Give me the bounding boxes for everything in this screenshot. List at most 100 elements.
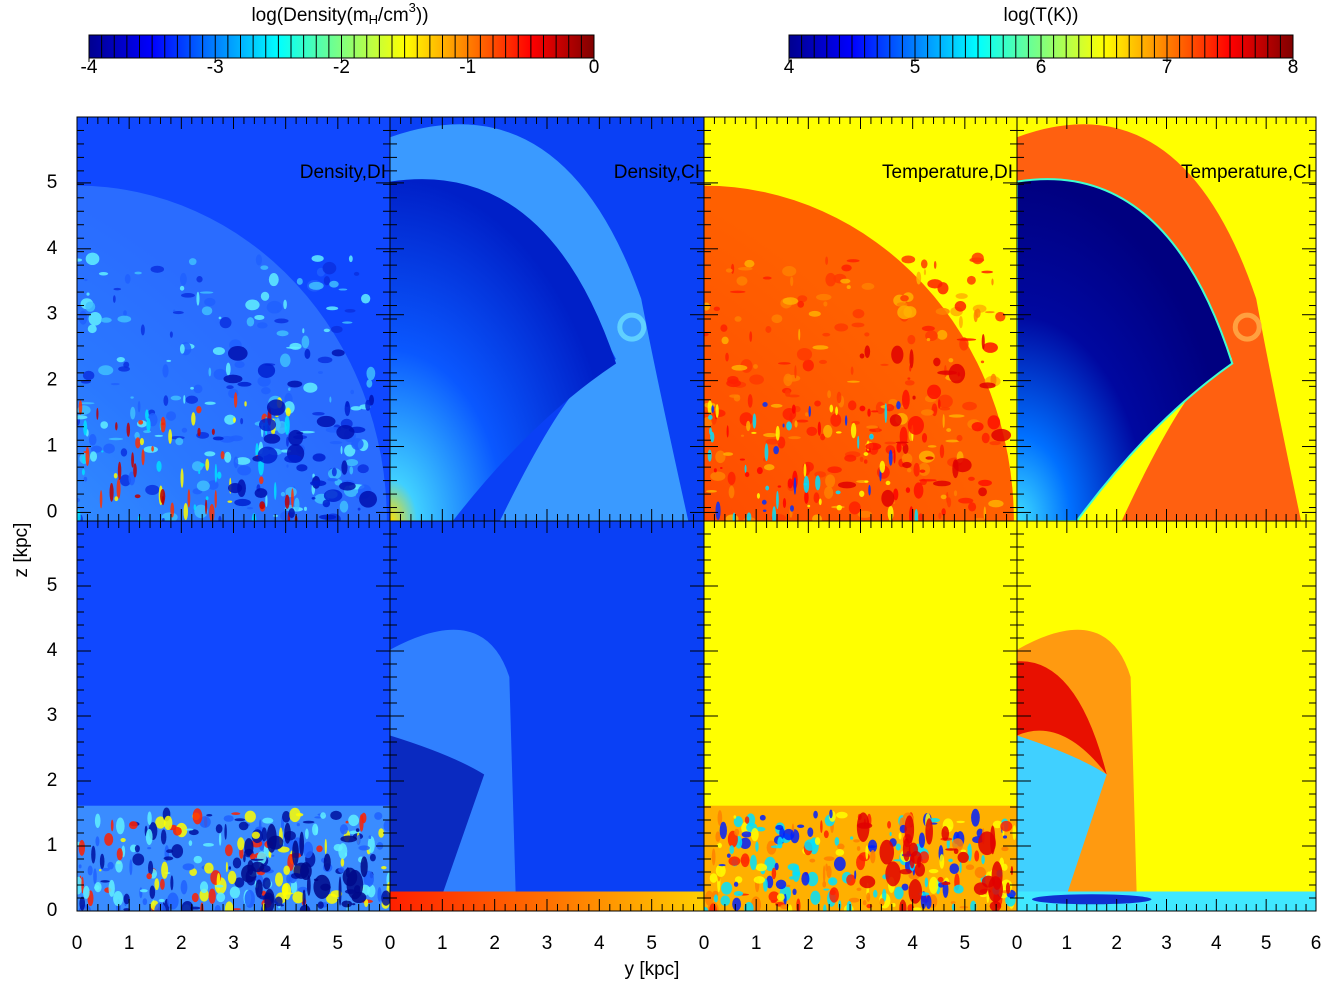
- structure: [285, 407, 291, 417]
- structure: [351, 903, 356, 906]
- structure: [305, 828, 309, 840]
- structure: [291, 488, 294, 508]
- structure: [197, 427, 201, 437]
- structure: [893, 488, 899, 501]
- structure: [817, 421, 822, 436]
- structure: [170, 395, 182, 401]
- structure: [710, 471, 726, 481]
- structure: [266, 399, 286, 416]
- structure: [727, 471, 736, 485]
- structure: [895, 441, 909, 444]
- structure: [728, 485, 735, 499]
- structure: [851, 322, 865, 328]
- structure: [792, 888, 797, 896]
- structure: [991, 428, 1012, 442]
- x-tick-label: 1: [1062, 933, 1073, 954]
- structure: [807, 827, 814, 838]
- structure: [213, 368, 227, 380]
- structure: [937, 876, 944, 883]
- structure: [340, 835, 357, 843]
- structure: [351, 438, 364, 450]
- structure: [344, 401, 351, 417]
- structure: [211, 428, 215, 435]
- structure: [199, 816, 211, 828]
- structure: [244, 889, 255, 908]
- structure: [139, 887, 143, 899]
- structure: [744, 259, 755, 268]
- structure: [782, 297, 799, 305]
- x-tick-label: 4: [1211, 933, 1222, 954]
- structure: [381, 865, 387, 870]
- structure: [77, 876, 83, 895]
- structure: [264, 888, 275, 911]
- structure: [180, 468, 184, 488]
- structure: [864, 345, 871, 358]
- structure: [902, 461, 912, 469]
- structure: [744, 816, 750, 824]
- structure: [169, 331, 173, 338]
- structure: [924, 877, 929, 888]
- structure: [751, 827, 759, 842]
- structure: [100, 880, 110, 883]
- structure: [205, 458, 210, 471]
- structure: [733, 881, 739, 887]
- structure: [349, 466, 354, 475]
- structure: [989, 441, 1001, 446]
- structure: [841, 264, 852, 272]
- structure: [317, 901, 324, 909]
- structure: [78, 839, 86, 856]
- structure: [196, 405, 202, 414]
- structure: [937, 370, 957, 375]
- structure: [774, 862, 779, 871]
- structure: [311, 496, 316, 500]
- structure: [753, 364, 758, 369]
- structure: [740, 434, 745, 437]
- structure: [744, 472, 750, 478]
- structure: [926, 337, 931, 342]
- structure: [258, 819, 262, 832]
- structure: [109, 482, 114, 502]
- structure: [857, 435, 860, 449]
- vortex: [1232, 312, 1262, 342]
- structure: [137, 400, 141, 413]
- structure: [249, 853, 256, 861]
- structure: [885, 861, 901, 887]
- structure: [226, 385, 234, 390]
- structure: [96, 407, 99, 420]
- x-tick-label: 2: [489, 933, 500, 954]
- structure: [904, 815, 915, 844]
- panel-label: Density,DI: [300, 162, 386, 183]
- structure: [846, 874, 856, 886]
- structure: [99, 490, 103, 509]
- structure: [921, 433, 928, 443]
- structure: [101, 450, 104, 453]
- x-tick-label: 0: [385, 933, 396, 954]
- structure: [89, 451, 98, 462]
- structure: [705, 490, 717, 493]
- structure: [142, 898, 148, 906]
- structure: [825, 256, 829, 266]
- structure: [225, 362, 231, 376]
- structure: [286, 464, 289, 468]
- structure: [709, 873, 718, 883]
- structure: [805, 412, 809, 417]
- structure: [160, 829, 167, 845]
- structure: [83, 420, 88, 436]
- structure: [317, 371, 323, 374]
- structure: [366, 366, 376, 381]
- structure: [255, 254, 263, 266]
- structure: [765, 438, 780, 445]
- structure: [856, 854, 866, 871]
- structure: [947, 497, 952, 508]
- structure: [123, 893, 130, 905]
- structure: [770, 845, 783, 849]
- structure: [807, 504, 811, 508]
- structure: [864, 332, 870, 337]
- structure: [282, 811, 291, 823]
- structure: [339, 481, 356, 491]
- structure: [134, 494, 141, 499]
- structure: [224, 844, 233, 857]
- panel-frame: [1016, 520, 1317, 912]
- structure: [288, 387, 291, 391]
- structure: [270, 854, 275, 857]
